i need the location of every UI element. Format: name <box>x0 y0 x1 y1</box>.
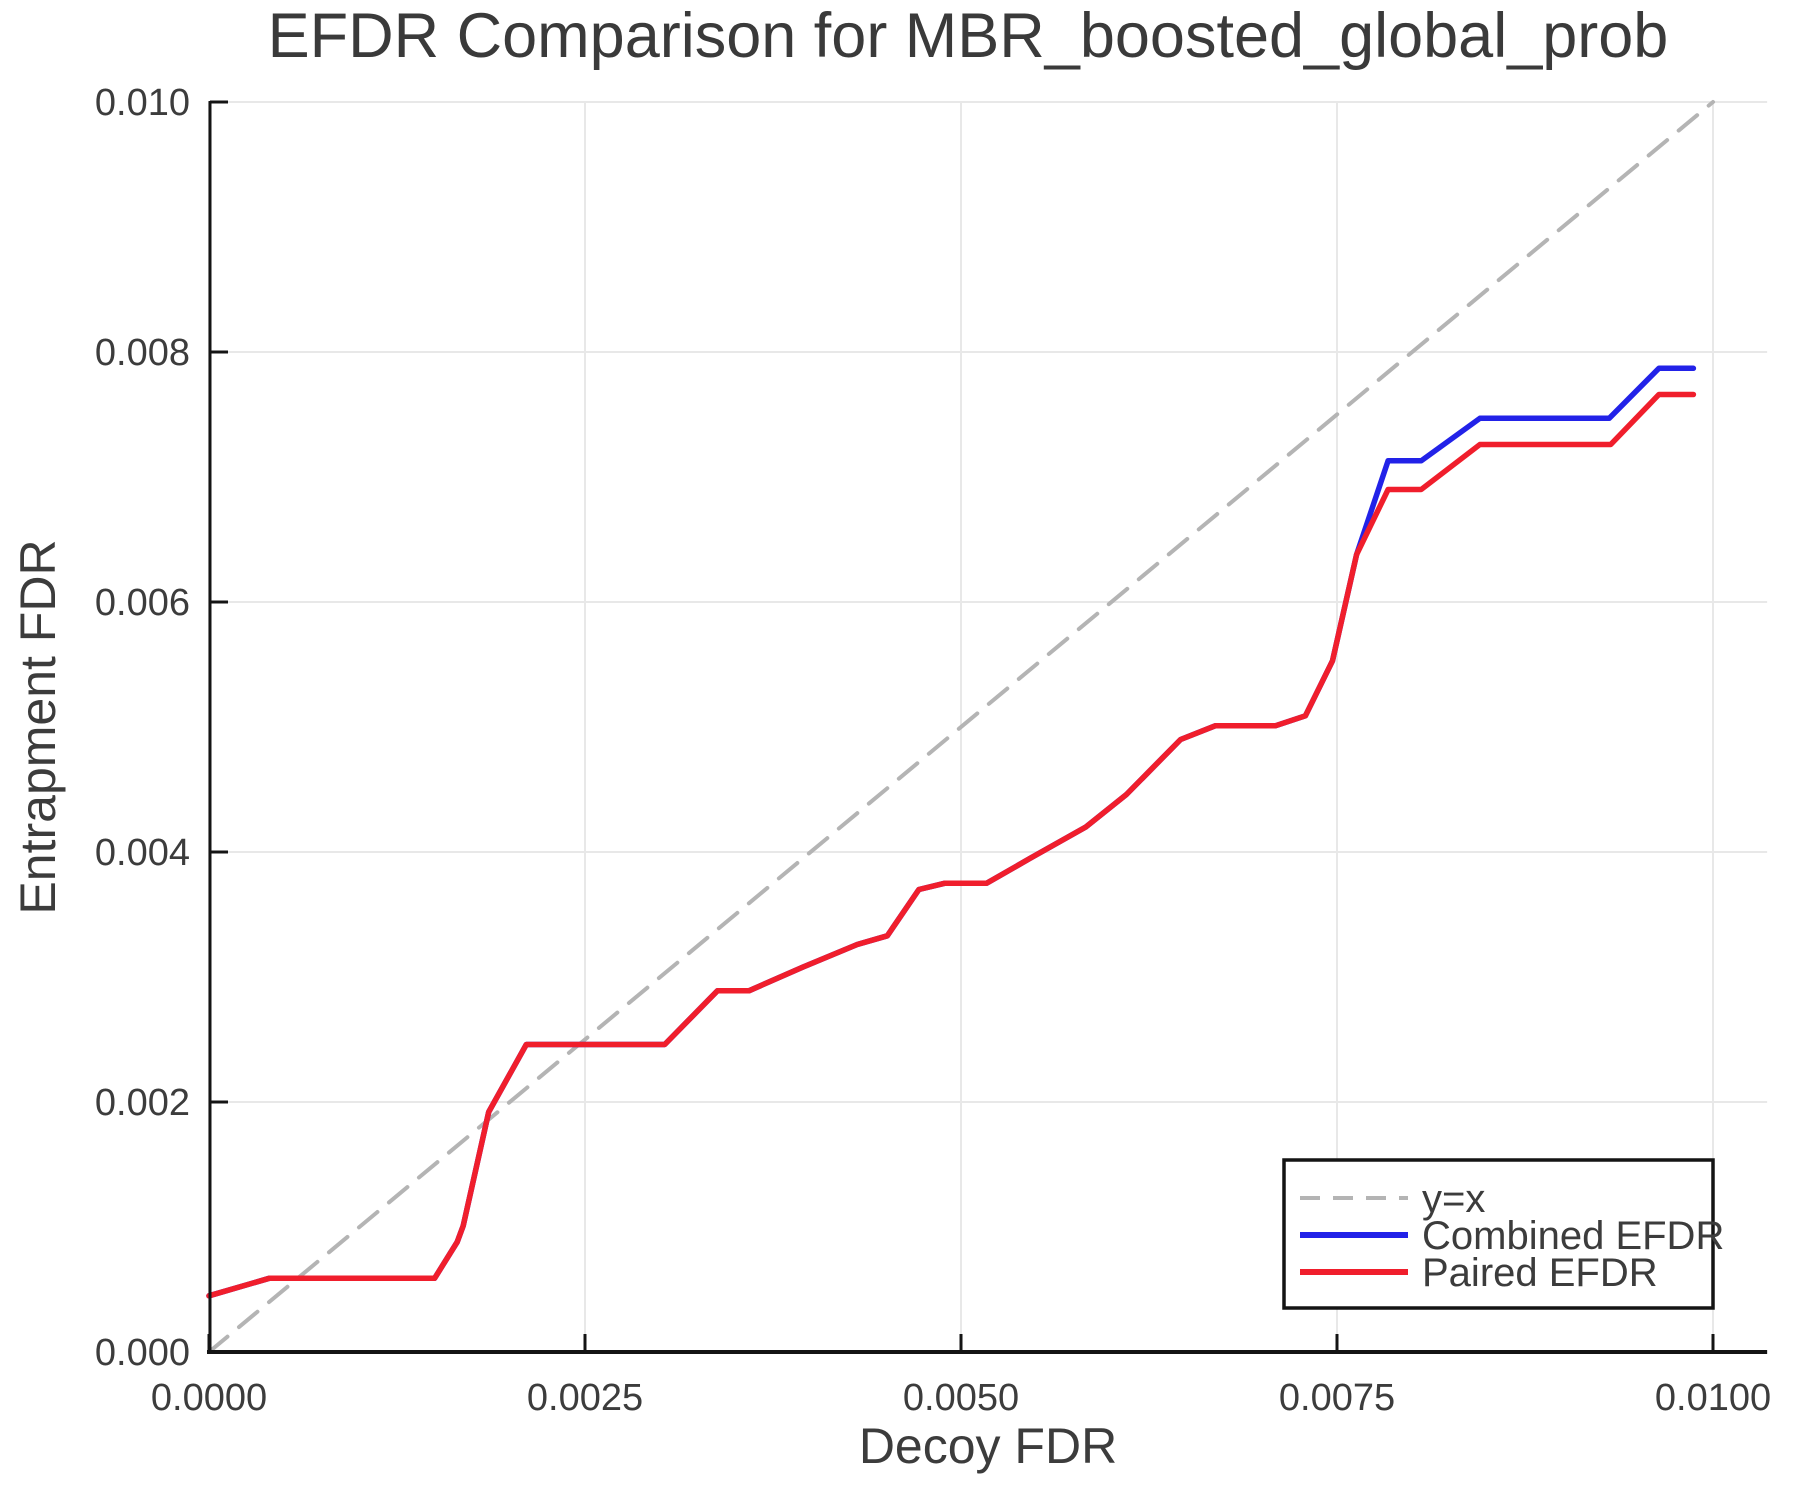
series-line-paired-efdr <box>206 391 1697 1299</box>
series-line-y-x <box>207 100 1715 1354</box>
chart-title: EFDR Comparison for MBR_boosted_global_p… <box>268 1 1669 71</box>
y-axis-label: Entrapment FDR <box>10 539 66 914</box>
y-tick-label: 0.000 <box>95 1332 190 1374</box>
axis-ticks <box>207 100 1715 1354</box>
axis-spines <box>207 101 1768 1354</box>
legend-label-paired-efdr: Paired EFDR <box>1422 1251 1658 1295</box>
x-tick-label: 0.0000 <box>151 1377 267 1419</box>
series-lines <box>206 100 1715 1354</box>
x-tick-label: 0.0050 <box>903 1377 1019 1419</box>
x-tick-label: 0.0025 <box>527 1377 643 1419</box>
x-tick-label: 0.0100 <box>1655 1377 1771 1419</box>
y-tick-label: 0.002 <box>95 1082 190 1124</box>
legend-label-combined-efdr: Combined EFDR <box>1422 1214 1724 1258</box>
y-tick-label: 0.010 <box>95 82 190 124</box>
tick-labels: 0.0000 0.0025 0.0050 0.0075 0.0100 0.000 0.002… <box>95 82 1771 1419</box>
x-tick-label: 0.0075 <box>1279 1377 1395 1419</box>
y-tick-label: 0.008 <box>95 332 190 374</box>
x-axis-label: Decoy FDR <box>859 1418 1117 1474</box>
series-line-combined-efdr <box>206 365 1697 1299</box>
legend: y=x Combined EFDR Paired EFDR <box>1282 1158 1724 1310</box>
legend-label-identity: y=x <box>1422 1177 1485 1221</box>
y-tick-label: 0.006 <box>95 582 190 624</box>
y-tick-label: 0.004 <box>95 832 190 874</box>
